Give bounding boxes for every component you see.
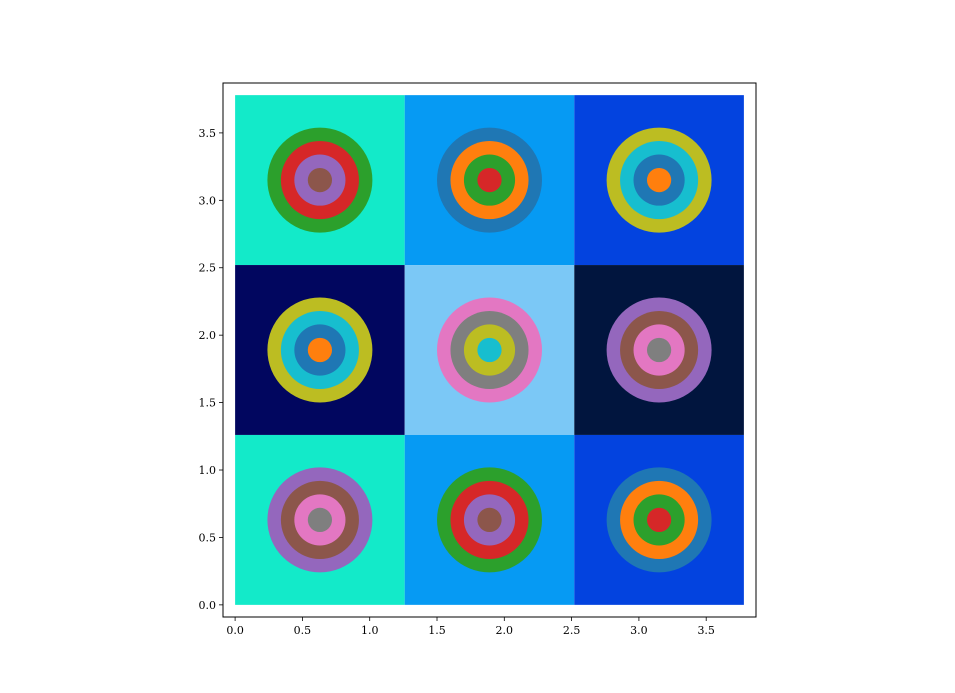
ring-3-r0c0	[307, 167, 333, 193]
y-tick-label: 2.0	[199, 329, 217, 342]
y-tick-label: 2.5	[199, 262, 217, 275]
ring-3-r2c1	[477, 507, 502, 533]
x-axis: 0.0 0.5 1.0 1.5 2.0 2.5 3.0 3.5	[226, 617, 715, 637]
ring-3-r1c1	[477, 337, 502, 363]
x-tick-label: 0.5	[294, 624, 312, 637]
y-tick-label: 1.5	[199, 397, 217, 410]
ring-3-r1c2	[646, 337, 672, 363]
y-tick-label: 1.0	[199, 464, 217, 477]
x-tick-label: 0.0	[226, 624, 244, 637]
y-tick-label: 0.0	[199, 599, 217, 612]
x-tick-label: 1.0	[361, 624, 379, 637]
x-tick-label: 3.0	[630, 624, 648, 637]
plot-area	[235, 95, 744, 605]
x-tick-label: 3.5	[697, 624, 715, 637]
x-tick-label: 2.5	[563, 624, 581, 637]
y-tick-label: 3.5	[199, 127, 217, 140]
ring-3-r2c2	[646, 507, 672, 533]
axes-frame	[222, 82, 757, 618]
x-tick-label: 2.0	[496, 624, 514, 637]
ring-3-r2c0	[307, 507, 333, 533]
ring-3-r0c1	[477, 167, 502, 193]
ring-3-r1c0	[307, 337, 333, 363]
x-tick-label: 1.5	[428, 624, 446, 637]
y-tick-label: 3.0	[199, 194, 217, 207]
y-tick-label: 0.5	[199, 531, 217, 544]
y-axis: 0.0 0.5 1.0 1.5 2.0 2.5 3.0 3.5	[199, 127, 223, 612]
ring-3-r0c2	[646, 167, 672, 193]
